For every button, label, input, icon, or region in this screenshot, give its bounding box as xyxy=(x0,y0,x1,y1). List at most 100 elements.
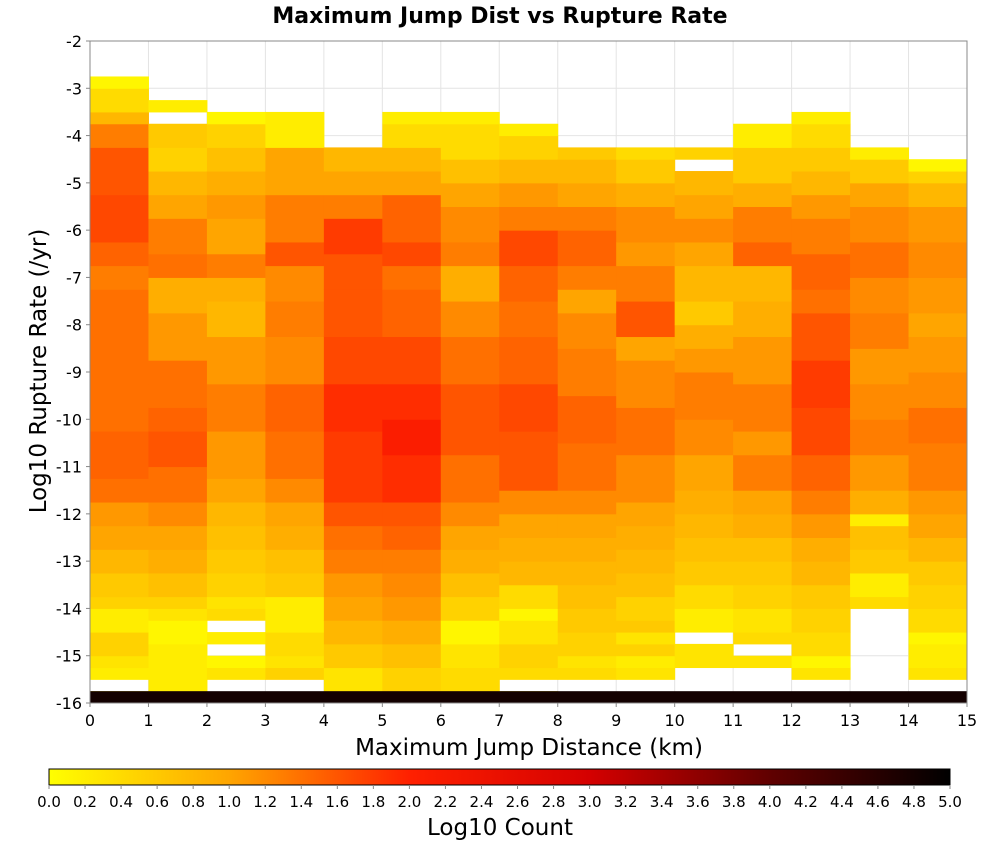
heatmap-cell xyxy=(908,608,968,633)
x-tick-label: 0 xyxy=(85,711,95,730)
heatmap-cell xyxy=(908,584,968,609)
heatmap-cell xyxy=(382,454,442,503)
heatmap-cell xyxy=(674,265,734,302)
colorbar-tick-label: 1.8 xyxy=(361,793,385,811)
heatmap-cell xyxy=(674,454,734,491)
heatmap-cell xyxy=(908,490,968,515)
heatmap-cell xyxy=(499,513,559,538)
heatmap-cell xyxy=(440,572,500,598)
x-tick-label: 13 xyxy=(840,711,860,730)
heatmap-cell xyxy=(90,655,149,669)
heatmap-cell xyxy=(499,608,559,621)
heatmap-cell xyxy=(674,513,734,538)
heatmap-cell xyxy=(557,561,617,586)
heatmap-cell xyxy=(674,348,734,373)
heatmap-cell xyxy=(557,395,617,444)
x-tick-label: 9 xyxy=(611,711,621,730)
heatmap-cell xyxy=(908,407,968,444)
heatmap-cell xyxy=(206,277,266,302)
heatmap-cell xyxy=(382,123,442,148)
heatmap-cell xyxy=(616,667,676,680)
heatmap-cell xyxy=(90,123,149,148)
heatmap-cell xyxy=(206,478,266,503)
colorbar-tick-label: 1.6 xyxy=(325,793,349,811)
colorbar-ticks: 0.0 0.2 0.4 0.6 0.8 1.0 1.2 1.4 1.6 1.8 2.0 2.2 2.4 2… xyxy=(37,785,962,811)
heatmap-cell xyxy=(148,123,208,148)
heatmap-cell xyxy=(323,431,383,503)
heatmap-cell xyxy=(440,241,500,267)
heatmap-cell xyxy=(557,348,617,397)
y-tick-label: -4 xyxy=(66,127,82,146)
colorbar-tick-label: 4.6 xyxy=(866,793,890,811)
heatmap-cell xyxy=(733,265,793,302)
heatmap-cell xyxy=(674,241,734,267)
heatmap-cell xyxy=(733,490,793,515)
heatmap-cell xyxy=(850,513,910,527)
heatmap-cell xyxy=(733,147,793,184)
heatmap-cell xyxy=(557,289,617,314)
heatmap-cell xyxy=(616,265,676,302)
x-axis-ticks: 0 1 2 3 4 5 6 7 8 9 10 11 12 13 14 15 xyxy=(85,703,977,730)
heatmap-cell xyxy=(733,608,793,633)
heatmap-cell xyxy=(850,490,910,515)
heatmap-cell xyxy=(557,632,617,657)
heatmap-cell xyxy=(499,643,559,669)
heatmap-cell xyxy=(733,206,793,243)
colorbar-tick-label: 4.4 xyxy=(830,793,854,811)
heatmap-cell xyxy=(499,159,559,184)
heatmap-cell xyxy=(733,513,793,538)
heatmap-cell xyxy=(265,596,325,633)
heatmap-cell xyxy=(791,537,851,562)
heatmap-cell xyxy=(850,312,910,349)
heatmap-cell xyxy=(265,111,325,125)
heatmap-cell xyxy=(616,182,676,207)
heatmap-cell xyxy=(148,407,208,432)
heatmap-cell xyxy=(791,111,851,125)
colorbar-tick-label: 4.0 xyxy=(758,793,782,811)
heatmap-cell xyxy=(440,123,500,160)
x-tick-label: 4 xyxy=(319,711,329,730)
heatmap-cell xyxy=(148,194,208,219)
heatmap-cell xyxy=(382,643,442,669)
heatmap-cell xyxy=(733,454,793,491)
heatmap-cell xyxy=(382,147,442,172)
heatmap-cell xyxy=(908,159,968,172)
heatmap-cell xyxy=(148,525,208,550)
heatmap-cell xyxy=(674,643,734,669)
heatmap-cell xyxy=(206,667,266,680)
heatmap-cell xyxy=(557,667,617,680)
heatmap-cell xyxy=(382,620,442,645)
heatmap-cell xyxy=(674,419,734,456)
heatmap-cell xyxy=(382,596,442,621)
heatmap-cell xyxy=(499,620,559,645)
heatmap-cell xyxy=(265,383,325,432)
heatmap-cell xyxy=(440,336,500,385)
heatmap-cell xyxy=(791,407,851,456)
colorbar-tick-label: 3.6 xyxy=(686,793,710,811)
y-tick-label: -11 xyxy=(56,458,82,477)
heatmap-cell xyxy=(791,194,851,219)
heatmap-cell xyxy=(791,513,851,538)
heatmap-cell xyxy=(265,194,325,243)
heatmap-cell xyxy=(616,620,676,633)
heatmap-cell xyxy=(616,407,676,456)
heatmap-cell xyxy=(206,336,266,385)
heatmap-cell xyxy=(674,561,734,586)
heatmap-cell xyxy=(557,608,617,633)
heatmap-cell xyxy=(90,691,967,703)
y-tick-label: -5 xyxy=(66,174,82,193)
heatmap-cell xyxy=(323,383,383,432)
heatmap-cell xyxy=(850,241,910,278)
heatmap-cell xyxy=(616,632,676,645)
heatmap-cell xyxy=(90,431,149,479)
heatmap-cell xyxy=(206,572,266,598)
heatmap-cell xyxy=(674,324,734,349)
heatmap-cell xyxy=(382,289,442,338)
colorbar-tick-label: 3.8 xyxy=(722,793,746,811)
heatmap-cell xyxy=(557,265,617,290)
heatmap-cell xyxy=(908,206,968,243)
heatmap-cell xyxy=(382,383,442,420)
heatmap-cell xyxy=(850,549,910,574)
heatmap-cell xyxy=(90,572,149,598)
heatmap-cell xyxy=(908,561,968,586)
